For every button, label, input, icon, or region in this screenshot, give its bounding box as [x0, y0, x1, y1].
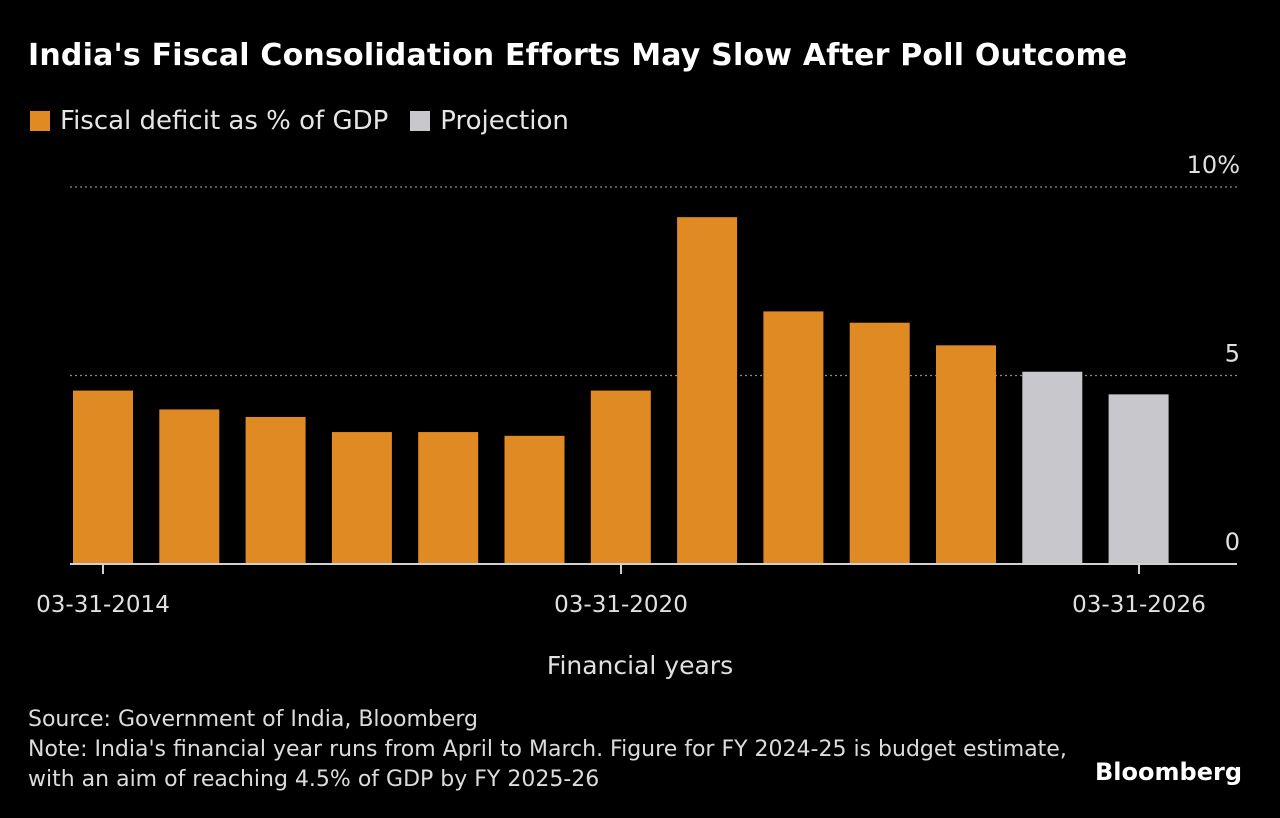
bar-chart: 0 5 10% 03-31-2014 03-31-2020 03-31-2026 Finan…	[36, 151, 1240, 680]
x-tick-label: 03-31-2014	[36, 592, 170, 618]
bar	[418, 432, 479, 564]
note-text: Note: India's financial year runs from A…	[28, 737, 1067, 792]
legend-item-projection: Projection	[410, 106, 569, 136]
bar	[245, 416, 306, 564]
chart-legend: Fiscal deficit as % of GDP Projection	[30, 106, 591, 136]
y-tick-label: 5	[1225, 340, 1240, 368]
x-tick-label: 03-31-2026	[1072, 592, 1206, 618]
y-tick-label: 10%	[1187, 151, 1240, 179]
bar	[1108, 394, 1169, 564]
bar	[849, 322, 910, 564]
bar	[763, 311, 824, 564]
x-axis-title: Financial years	[547, 651, 733, 680]
bar	[677, 217, 738, 564]
bloomberg-logo: Bloomberg	[1095, 758, 1242, 786]
legend-swatch-actual	[30, 111, 50, 131]
source-notes: Source: Government of India, Bloomberg N…	[28, 705, 1068, 795]
bar	[73, 390, 133, 564]
legend-item-actual: Fiscal deficit as % of GDP	[30, 106, 388, 136]
bar	[331, 432, 392, 564]
y-tick-label: 0	[1225, 528, 1240, 556]
legend-label-projection: Projection	[440, 106, 569, 136]
legend-label-actual: Fiscal deficit as % of GDP	[60, 106, 389, 136]
bar	[590, 390, 651, 564]
bar	[504, 435, 565, 564]
legend-swatch-projection	[410, 111, 431, 131]
chart-title: India's Fiscal Consolidation Efforts May…	[28, 38, 1128, 73]
bar	[159, 409, 220, 564]
bar	[1022, 371, 1083, 564]
source-text: Source: Government of India, Bloomberg	[28, 707, 479, 732]
bar	[936, 345, 996, 564]
x-tick-label: 03-31-2020	[554, 592, 688, 618]
